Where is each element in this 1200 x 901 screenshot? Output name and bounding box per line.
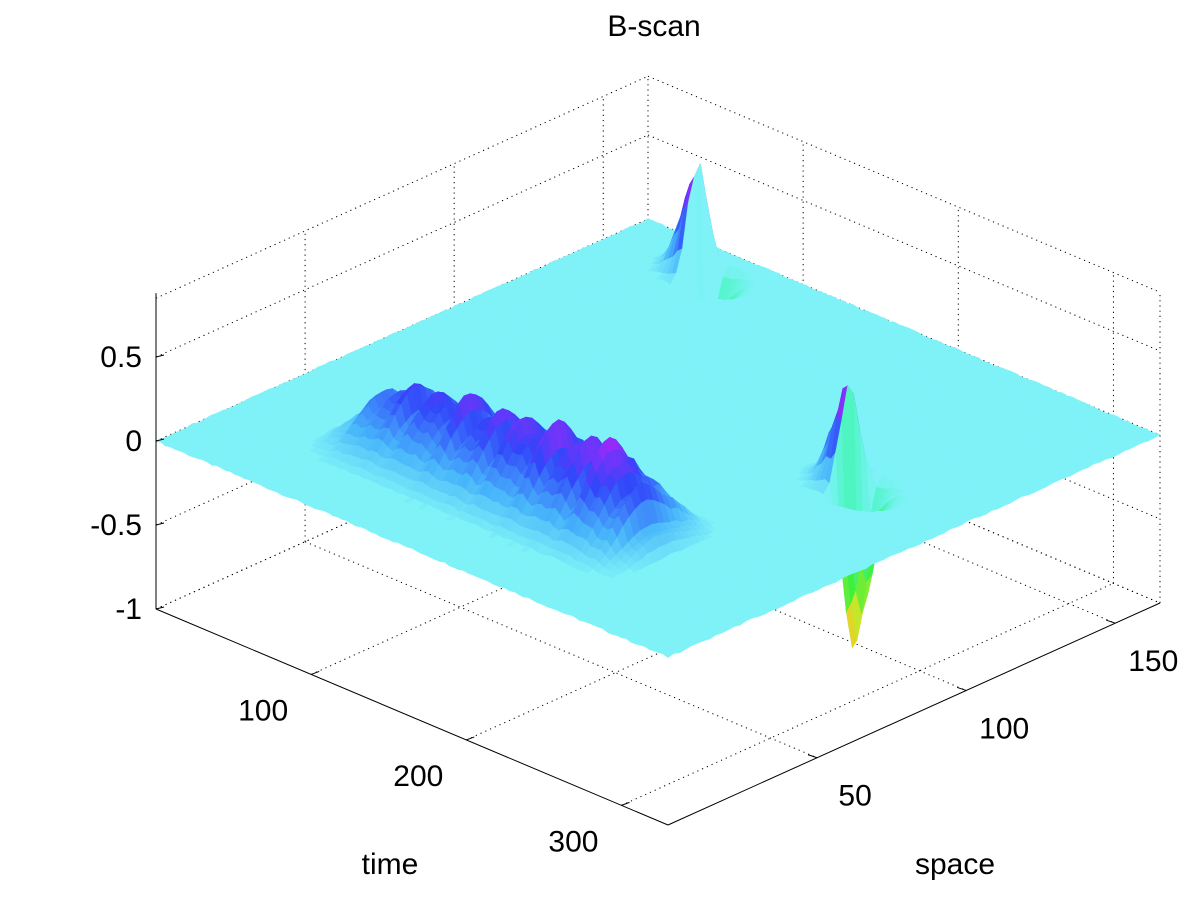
- surface: [155, 163, 1161, 658]
- grid-line: [304, 541, 818, 759]
- grid-line: [603, 406, 1116, 624]
- grid-line: [453, 473, 967, 691]
- grid-line: [647, 134, 1161, 352]
- grid-line: [647, 302, 1161, 520]
- grid-line: [647, 386, 1161, 604]
- grid-line: [647, 75, 1161, 293]
